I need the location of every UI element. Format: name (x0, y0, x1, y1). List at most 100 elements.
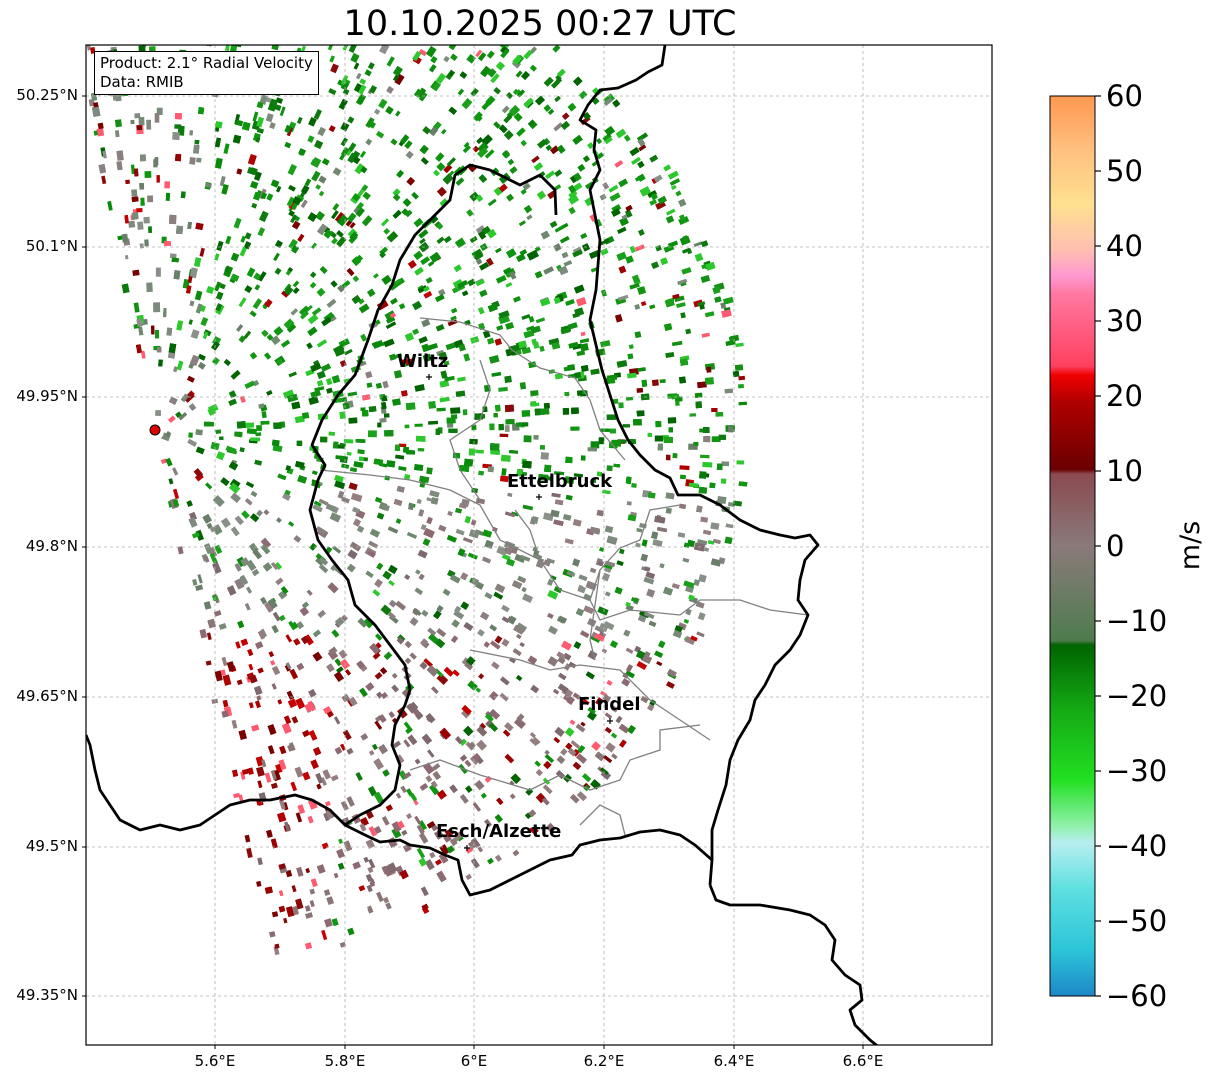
radar-pixel (378, 744, 389, 755)
radar-pixel (580, 232, 588, 239)
radar-pixel (282, 492, 291, 501)
radar-pixel (195, 222, 204, 231)
radar-pixel (295, 898, 304, 910)
radar-pixel (490, 443, 500, 451)
radar-pixel (639, 186, 651, 197)
radar-pixel (228, 482, 241, 494)
radar-pixel (277, 812, 287, 823)
radar-pixel (426, 665, 439, 677)
radar-pixel (573, 76, 583, 87)
radar-pixel (502, 150, 511, 159)
radar-pixel (210, 441, 220, 451)
radar-pixel (361, 215, 373, 227)
radar-pixel (132, 269, 140, 276)
radar-pixel (419, 783, 429, 791)
radar-pixel (437, 789, 447, 800)
radar-pixel (540, 445, 545, 450)
radar-pixel (196, 157, 202, 163)
radar-pixel (631, 597, 639, 603)
radar-pixel (616, 251, 627, 261)
radar-pixel (221, 184, 229, 195)
colorbar-tick-label: −40 (1106, 829, 1168, 863)
radar-pixel (472, 802, 481, 812)
radar-pixel (710, 558, 722, 567)
radar-pixel (257, 857, 263, 866)
radar-pixel (413, 250, 424, 261)
radar-pixel (537, 139, 548, 149)
radar-pixel (272, 444, 283, 453)
radar-pixel (649, 154, 659, 163)
radar-pixel (253, 272, 262, 281)
radar-pixel (543, 402, 550, 409)
radar-pixel (459, 464, 470, 473)
radar-pixel (333, 671, 345, 683)
radar-pixel (169, 253, 177, 259)
radar-pixel (599, 193, 607, 201)
radar-pixel (501, 638, 510, 647)
radar-pixel (293, 535, 302, 543)
radar-pixel (640, 696, 649, 704)
radar-pixel (116, 161, 123, 171)
radar-pixel (480, 65, 491, 78)
radar-pixel (596, 509, 604, 517)
radar-pixel (406, 177, 415, 186)
radar-pixel (295, 461, 305, 469)
radar-pixel (383, 651, 393, 660)
radar-pixel (335, 397, 344, 403)
radar-pixel (284, 664, 291, 672)
radar-pixel (254, 641, 264, 650)
lon-tick-label: 6.2°E (583, 1052, 625, 1070)
radar-pixel (138, 45, 146, 52)
colorbar-tick-label: −60 (1106, 979, 1168, 1013)
radar-pixel (400, 785, 407, 794)
radar-pixel (597, 606, 609, 616)
radar-pixel (393, 65, 403, 77)
radar-pixel (427, 749, 435, 758)
radar-pixel (572, 134, 583, 145)
radar-pixel (287, 164, 297, 176)
radar-pixel (271, 335, 281, 345)
radar-pixel (657, 195, 667, 205)
radar-pixel (393, 193, 401, 202)
radar-pixel (333, 872, 339, 879)
radar-pixel (433, 169, 440, 177)
radar-pixel (206, 286, 215, 294)
radar-pixel (516, 127, 526, 137)
radar-pixel (682, 247, 691, 254)
radar-pixel (678, 215, 690, 226)
radar-pixel (133, 168, 139, 177)
radar-pixel (573, 473, 584, 478)
radar-pixel (436, 673, 449, 685)
radar-pixel (279, 745, 287, 755)
radar-pixel (339, 941, 346, 948)
radar-pixel (416, 435, 426, 442)
radar-pixel (309, 888, 315, 895)
radar-pixel (321, 316, 332, 327)
radar-pixel (716, 463, 723, 471)
radar-pixel (275, 577, 284, 586)
radar-pixel (615, 128, 627, 139)
radar-pixel (711, 436, 721, 442)
radar-pixel (286, 127, 293, 137)
radar-pixel (144, 170, 152, 178)
radar-pixel (384, 430, 394, 437)
radar-pixel (165, 192, 171, 202)
radar-pixel (577, 745, 586, 754)
radar-pixel (636, 410, 645, 417)
radar-pixel (660, 257, 669, 266)
radar-pixel (273, 422, 282, 429)
radar-pixel (278, 890, 284, 897)
radar-pixel (337, 284, 345, 293)
radar-pixel (276, 517, 282, 523)
radar-pixel (228, 461, 239, 471)
radar-pixel (285, 634, 293, 643)
radar-pixel (423, 658, 433, 668)
radar-pixel (404, 140, 413, 150)
radar-pixel (551, 80, 560, 89)
radar-pixel (701, 264, 707, 269)
radar-pixel (393, 498, 403, 506)
radar-pixel (403, 739, 411, 748)
radar-pixel (557, 683, 569, 694)
radar-pixel (334, 746, 343, 755)
radar-pixel (536, 190, 547, 200)
